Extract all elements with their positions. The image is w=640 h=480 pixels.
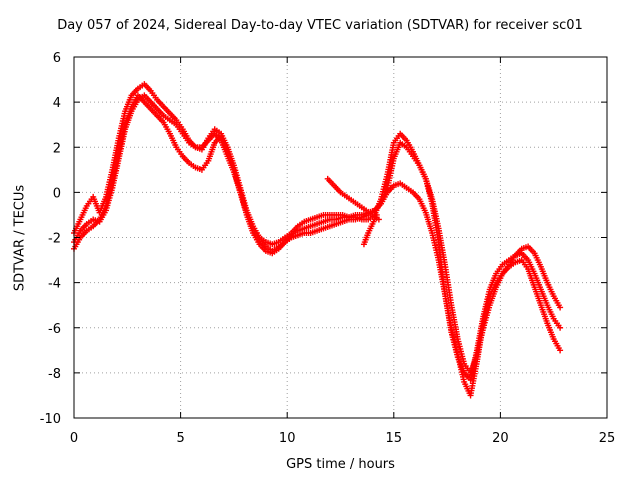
trace-3 — [71, 92, 564, 399]
x-tick-label: 0 — [70, 431, 78, 446]
y-tick-label: 4 — [53, 96, 61, 111]
data-point-marker — [557, 347, 564, 354]
data-point-marker — [557, 304, 564, 311]
y-tick-label: -2 — [48, 232, 61, 247]
y-tick-label: -10 — [40, 412, 61, 427]
y-tick-label: -6 — [48, 322, 61, 337]
x-tick-label: 25 — [599, 431, 616, 446]
data-point-marker — [373, 211, 380, 218]
y-tick-label: -4 — [48, 277, 61, 292]
data-points — [71, 81, 564, 399]
x-tick-label: 20 — [492, 431, 509, 446]
y-tick-label: 0 — [53, 186, 61, 201]
y-tick-label: 2 — [53, 141, 61, 156]
chart-title: Day 057 of 2024, Sidereal Day-to-day VTE… — [57, 18, 583, 33]
trace-1 — [71, 92, 564, 383]
x-tick-labels: 0 5 10 15 20 25 — [70, 431, 615, 446]
y-tick-label: 6 — [53, 51, 61, 66]
x-tick-label: 5 — [176, 431, 184, 446]
trace-4 — [324, 175, 382, 223]
trace-5 — [360, 211, 380, 248]
axis-ticks — [73, 56, 608, 419]
x-axis-label: GPS time / hours — [286, 457, 395, 472]
data-point-marker — [557, 324, 564, 331]
y-axis-label: SDTVAR / TECUs — [12, 184, 28, 292]
y-tick-labels: -10 -8 -6 -4 -2 0 2 4 6 — [40, 51, 61, 427]
grid-lines — [74, 57, 607, 418]
x-tick-label: 10 — [279, 431, 296, 446]
x-tick-label: 15 — [386, 431, 403, 446]
y-tick-label: -8 — [48, 367, 61, 382]
